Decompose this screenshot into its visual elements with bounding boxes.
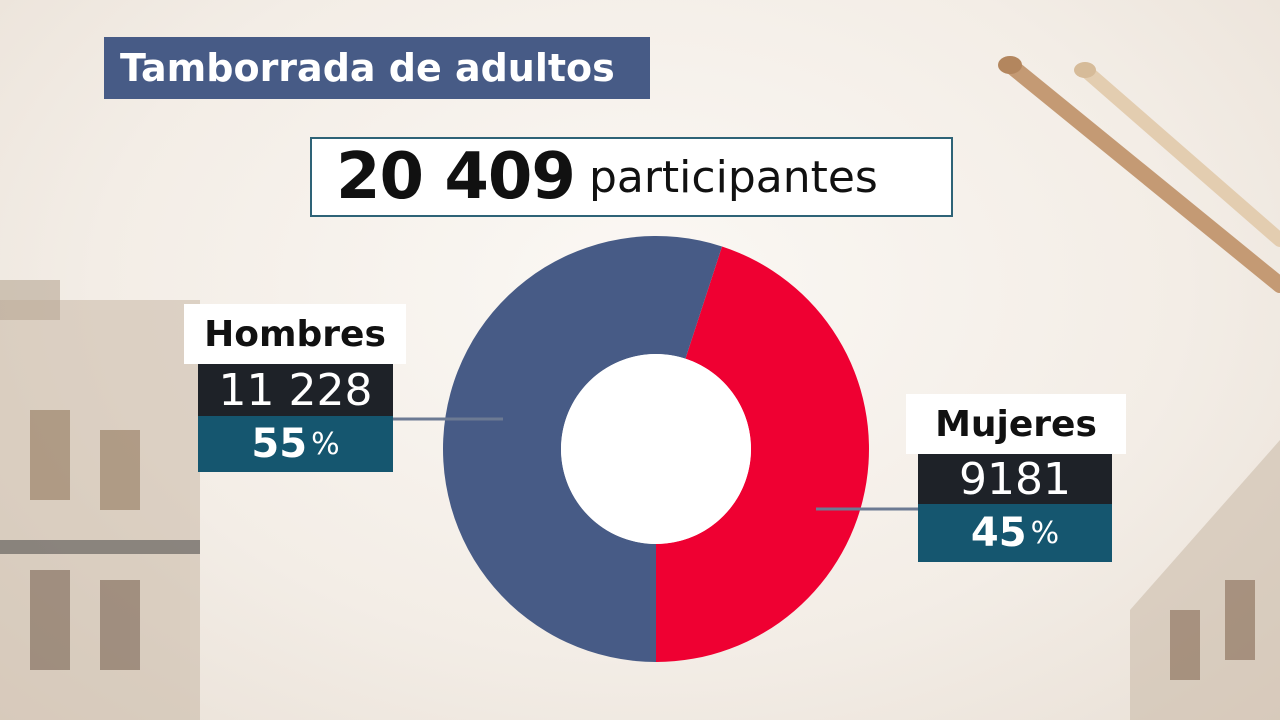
women-label-name: Mujeres xyxy=(906,394,1126,454)
men-percentage: 55% xyxy=(198,416,393,472)
drumsticks-illustration xyxy=(998,56,1280,293)
women-percentage: 45% xyxy=(918,504,1112,562)
donut-slice-hombres xyxy=(443,235,723,663)
donut-hole xyxy=(561,354,751,544)
women-count-value: 9181 xyxy=(918,454,1112,505)
total-participants-label: participantes xyxy=(588,151,878,203)
total-participants-box: 20 409 participantes xyxy=(310,137,953,217)
chart-title: Tamborrada de adultos xyxy=(104,37,650,99)
building-right-illustration xyxy=(1130,440,1280,720)
building-left-illustration xyxy=(0,280,200,720)
donut-slice-mujeres xyxy=(656,246,869,662)
men-percentage-sign: % xyxy=(311,426,340,462)
men-percentage-value: 55 xyxy=(251,421,308,467)
men-label-name: Hombres xyxy=(184,304,406,364)
women-percentage-value: 45 xyxy=(970,510,1027,556)
men-count-value: 11 228 xyxy=(198,364,393,416)
total-participants-number: 20 409 xyxy=(336,140,576,214)
women-percentage-sign: % xyxy=(1030,515,1060,551)
